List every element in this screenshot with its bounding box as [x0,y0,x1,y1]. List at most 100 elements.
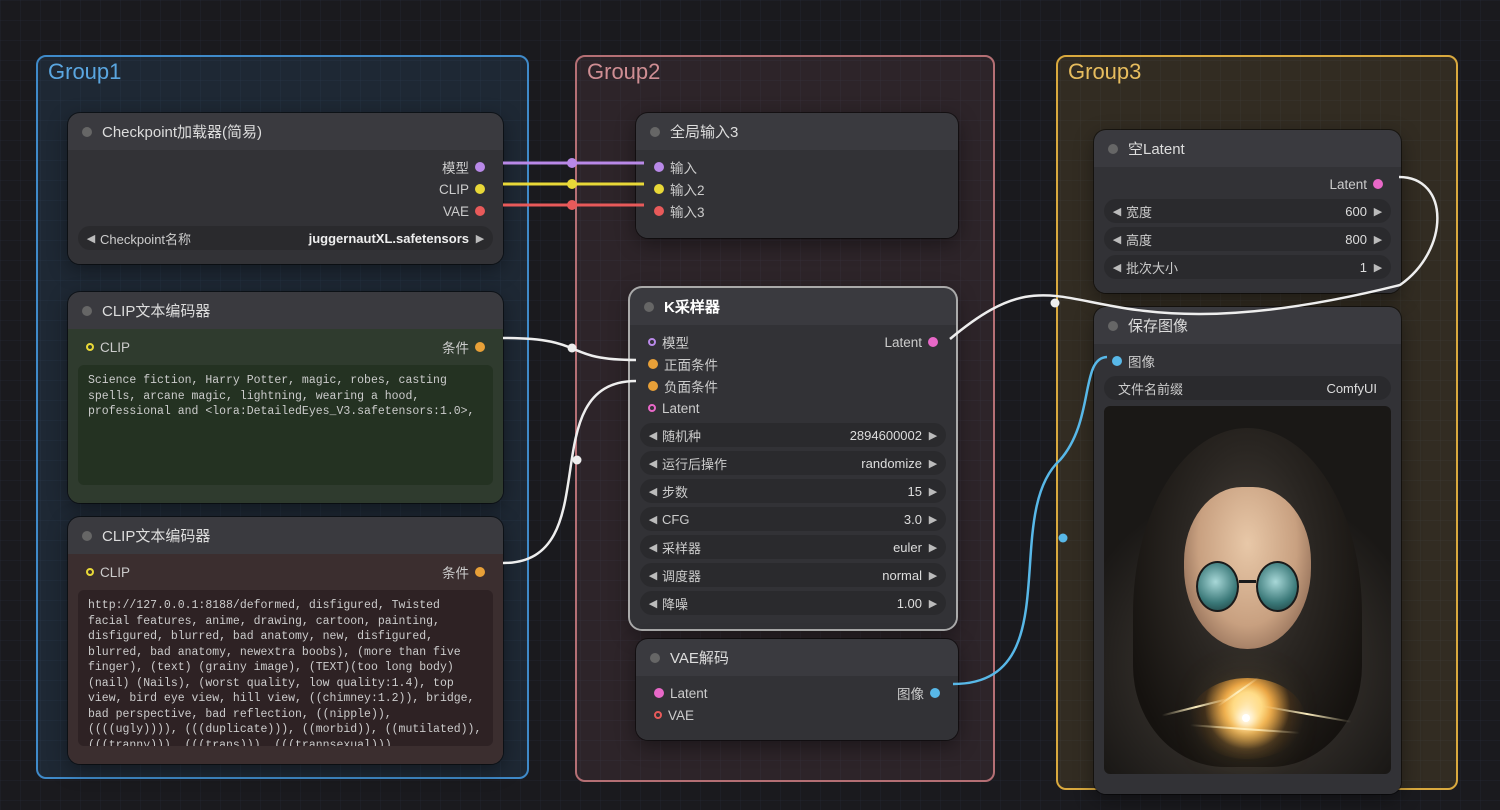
input-port-vae[interactable]: VAE [636,704,958,726]
chevron-left-icon[interactable]: ◀ [646,485,660,498]
node-header[interactable]: 全局输入3 [636,113,958,150]
node-header[interactable]: K采样器 [630,288,956,325]
chevron-left-icon[interactable]: ◀ [646,513,660,526]
sampler-widget[interactable]: ◀ 采样器 euler ▶ [640,535,946,559]
cfg-widget[interactable]: ◀ CFG 3.0 ▶ [640,507,946,531]
node-body: 图像 文件名前缀 ComfyUI [1094,344,1401,794]
collapse-icon[interactable] [650,127,660,137]
node-title: Checkpoint加载器(简易) [102,121,262,142]
node-checkpoint-loader[interactable]: Checkpoint加载器(简易) 模型 CLIP VAE ◀ Checkpoi… [68,113,503,264]
node-ksampler[interactable]: K采样器 模型 Latent 正面条件 负面条件 Latent ◀ 随 [630,288,956,629]
group-3-title: Group3 [1068,55,1141,93]
collapse-icon[interactable] [82,531,92,541]
input-port-clip[interactable]: CLIP [80,565,130,580]
chevron-right-icon[interactable]: ▶ [926,457,940,470]
group-2-title: Group2 [587,55,660,93]
node-title: 保存图像 [1128,315,1188,336]
input-port-2[interactable]: 输入2 [636,178,958,200]
output-image-preview[interactable] [1104,406,1391,774]
node-title: 空Latent [1128,138,1185,159]
denoise-widget[interactable]: ◀ 降噪 1.00 ▶ [640,591,946,615]
collapse-icon[interactable] [650,653,660,663]
node-body: 模型 Latent 正面条件 负面条件 Latent ◀ 随机种 2894600… [630,325,956,629]
output-port-image[interactable]: 图像 [897,683,946,703]
output-port-conditioning[interactable]: 条件 [442,337,491,357]
input-port-latent[interactable]: Latent [648,686,708,701]
collapse-icon[interactable] [82,127,92,137]
chevron-right-icon[interactable]: ▶ [926,541,940,554]
node-clip-positive[interactable]: CLIP文本编码器 CLIP 条件 Science fiction, Harry… [68,292,503,503]
node-header[interactable]: CLIP文本编码器 [68,517,503,554]
node-title: CLIP文本编码器 [102,300,210,321]
chevron-left-icon[interactable]: ◀ [646,457,660,470]
input-port-negative[interactable]: 负面条件 [630,375,956,397]
node-header[interactable]: 保存图像 [1094,307,1401,344]
input-port-positive[interactable]: 正面条件 [630,353,956,375]
chevron-right-icon[interactable]: ▶ [1371,205,1385,218]
after-generate-widget[interactable]: ◀ 运行后操作 randomize ▶ [640,451,946,475]
node-global-input[interactable]: 全局输入3 输入 输入2 输入3 [636,113,958,238]
chevron-right-icon[interactable]: ▶ [1371,233,1385,246]
chevron-left-icon[interactable]: ◀ [646,429,660,442]
group-1-title: Group1 [48,55,121,93]
chevron-right-icon[interactable]: ▶ [1371,261,1385,274]
output-port-model[interactable]: 模型 [68,156,503,178]
port-row: CLIP 条件 [68,560,503,584]
input-port-1[interactable]: 输入 [636,156,958,178]
node-vae-decode[interactable]: VAE解码 Latent 图像 VAE [636,639,958,740]
node-save-image[interactable]: 保存图像 图像 文件名前缀 ComfyUI [1094,307,1401,794]
chevron-right-icon[interactable]: ▶ [926,513,940,526]
height-widget[interactable]: ◀ 高度 800 ▶ [1104,227,1391,251]
chevron-left-icon[interactable]: ◀ [1110,261,1124,274]
node-body: 输入 输入2 输入3 [636,150,958,238]
node-body: CLIP 条件 http://127.0.0.1:8188/deformed, … [68,554,503,764]
input-port-3[interactable]: 输入3 [636,200,958,222]
chevron-left-icon[interactable]: ◀ [646,597,660,610]
chevron-right-icon[interactable]: ▶ [926,485,940,498]
scheduler-widget[interactable]: ◀ 调度器 normal ▶ [640,563,946,587]
output-port-conditioning[interactable]: 条件 [442,562,491,582]
width-widget[interactable]: ◀ 宽度 600 ▶ [1104,199,1391,223]
collapse-icon[interactable] [1108,321,1118,331]
batch-widget[interactable]: ◀ 批次大小 1 ▶ [1104,255,1391,279]
node-body: Latent ◀ 宽度 600 ▶ ◀ 高度 800 ▶ ◀ 批次大小 1 ▶ [1094,167,1401,293]
seed-widget[interactable]: ◀ 随机种 2894600002 ▶ [640,423,946,447]
input-port-latent[interactable]: Latent [630,397,956,419]
checkpoint-name-widget[interactable]: ◀ Checkpoint名称 juggernautXL.safetensors … [78,226,493,250]
chevron-left-icon[interactable]: ◀ [646,541,660,554]
output-port-vae[interactable]: VAE [68,200,503,222]
port-row: CLIP 条件 [68,335,503,359]
input-port-image[interactable]: 图像 [1094,350,1401,372]
output-port-latent[interactable]: Latent [884,335,944,350]
node-header[interactable]: 空Latent [1094,130,1401,167]
chevron-right-icon[interactable]: ▶ [926,597,940,610]
chevron-left-icon[interactable]: ◀ [1110,205,1124,218]
node-body: CLIP 条件 Science fiction, Harry Potter, m… [68,329,503,503]
positive-prompt-textarea[interactable]: Science fiction, Harry Potter, magic, ro… [78,365,493,485]
filename-prefix-widget[interactable]: 文件名前缀 ComfyUI [1104,376,1391,400]
input-port-model[interactable]: 模型 [642,332,689,352]
node-header[interactable]: Checkpoint加载器(简易) [68,113,503,150]
node-title: K采样器 [664,296,720,317]
collapse-icon[interactable] [644,302,654,312]
output-port-clip[interactable]: CLIP [68,178,503,200]
node-body: Latent 图像 VAE [636,676,958,740]
chevron-right-icon[interactable]: ▶ [926,429,940,442]
chevron-left-icon[interactable]: ◀ [84,232,98,245]
node-empty-latent[interactable]: 空Latent Latent ◀ 宽度 600 ▶ ◀ 高度 800 ▶ ◀ 批… [1094,130,1401,293]
chevron-left-icon[interactable]: ◀ [1110,233,1124,246]
chevron-right-icon[interactable]: ▶ [473,232,487,245]
steps-widget[interactable]: ◀ 步数 15 ▶ [640,479,946,503]
chevron-right-icon[interactable]: ▶ [926,569,940,582]
port-row: Latent 图像 [636,682,958,704]
node-header[interactable]: CLIP文本编码器 [68,292,503,329]
input-port-clip[interactable]: CLIP [80,340,130,355]
node-header[interactable]: VAE解码 [636,639,958,676]
node-clip-negative[interactable]: CLIP文本编码器 CLIP 条件 http://127.0.0.1:8188/… [68,517,503,764]
chevron-left-icon[interactable]: ◀ [646,569,660,582]
collapse-icon[interactable] [82,306,92,316]
negative-prompt-textarea[interactable]: http://127.0.0.1:8188/deformed, disfigur… [78,590,493,746]
output-port-latent[interactable]: Latent [1094,173,1401,195]
port-row-model-latent: 模型 Latent [630,331,956,353]
collapse-icon[interactable] [1108,144,1118,154]
